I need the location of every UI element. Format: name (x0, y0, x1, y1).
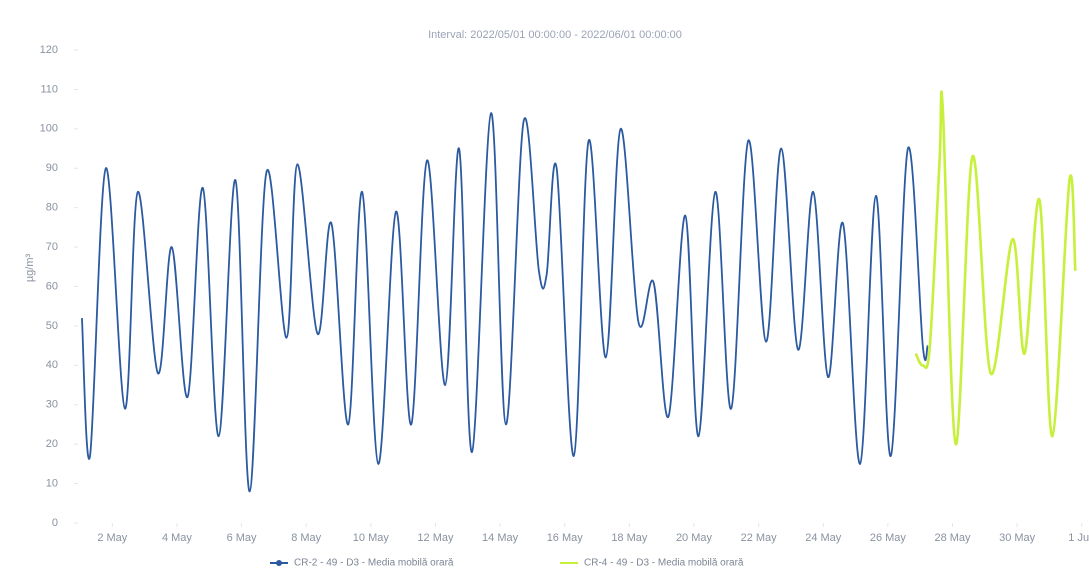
x-tick-label: 6 May (227, 532, 257, 544)
x-tick-label: 22 May (741, 532, 778, 544)
x-tick-label: 30 May (999, 532, 1036, 544)
x-tick-label: 14 May (482, 532, 519, 544)
series-line (914, 90, 1077, 446)
y-tick-label: 90 (46, 162, 58, 174)
y-tick-label: 70 (46, 241, 58, 253)
y-tick-label: 40 (46, 359, 58, 371)
y-tick-label: 120 (40, 44, 58, 56)
chart-title: Interval: 2022/05/01 00:00:00 - 2022/06/… (428, 29, 682, 41)
y-tick-label: 50 (46, 320, 58, 332)
x-tick-label: 20 May (676, 532, 713, 544)
y-tick-label: 30 (46, 399, 58, 411)
legend-label: CR-2 - 49 - D3 - Media mobilă orară (294, 558, 454, 569)
x-tick-label: 2 May (97, 532, 127, 544)
x-tick-label: 16 May (547, 532, 584, 544)
y-tick-label: 80 (46, 202, 58, 214)
legend-marker (276, 560, 282, 566)
y-tick-label: 60 (46, 280, 58, 292)
x-tick-label: 18 May (611, 532, 648, 544)
x-tick-label: 26 May (870, 532, 907, 544)
x-tick-label: 12 May (417, 532, 454, 544)
x-tick-label: 10 May (353, 532, 390, 544)
y-tick-label: 10 (46, 477, 58, 489)
y-tick-label: 0 (52, 517, 58, 529)
x-tick-label: 24 May (805, 532, 842, 544)
legend-label: CR-4 - 49 - D3 - Media mobilă orară (584, 558, 744, 569)
x-tick-label: 1 Jun (1068, 532, 1089, 544)
y-axis-label: µg/m³ (24, 253, 36, 282)
x-tick-label: 4 May (162, 532, 192, 544)
y-tick-label: 100 (40, 123, 58, 135)
y-tick-label: 20 (46, 438, 58, 450)
x-tick-label: 8 May (291, 532, 321, 544)
x-tick-label: 28 May (934, 532, 971, 544)
series-line (81, 112, 929, 493)
y-tick-label: 110 (40, 83, 58, 95)
